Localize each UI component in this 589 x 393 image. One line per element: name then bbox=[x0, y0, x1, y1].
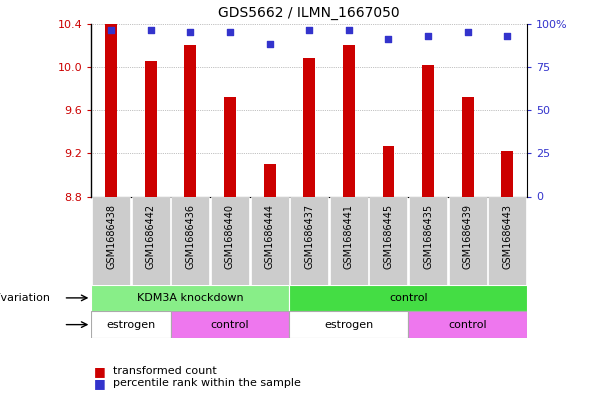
Text: percentile rank within the sample: percentile rank within the sample bbox=[113, 378, 301, 388]
Text: GSM1686438: GSM1686438 bbox=[106, 204, 116, 268]
Bar bbox=[105, 24, 117, 196]
FancyBboxPatch shape bbox=[449, 196, 487, 285]
Text: GSM1686441: GSM1686441 bbox=[344, 204, 354, 268]
FancyBboxPatch shape bbox=[132, 196, 170, 285]
Bar bbox=[462, 97, 474, 196]
FancyBboxPatch shape bbox=[250, 196, 289, 285]
Text: GSM1686439: GSM1686439 bbox=[463, 204, 473, 268]
Point bbox=[384, 36, 393, 42]
Text: control: control bbox=[211, 320, 249, 330]
Text: control: control bbox=[389, 293, 428, 303]
Text: ■: ■ bbox=[94, 376, 106, 390]
FancyBboxPatch shape bbox=[289, 285, 527, 311]
Point bbox=[107, 28, 116, 34]
Point bbox=[305, 28, 314, 34]
Text: GSM1686445: GSM1686445 bbox=[383, 204, 393, 269]
FancyBboxPatch shape bbox=[91, 311, 171, 338]
Text: GSM1686436: GSM1686436 bbox=[186, 204, 196, 268]
Point bbox=[463, 29, 472, 35]
Point bbox=[502, 33, 512, 39]
Text: GSM1686444: GSM1686444 bbox=[264, 204, 274, 268]
Text: estrogen: estrogen bbox=[106, 320, 155, 330]
Text: GSM1686437: GSM1686437 bbox=[305, 204, 314, 269]
Text: GSM1686443: GSM1686443 bbox=[502, 204, 512, 268]
FancyBboxPatch shape bbox=[408, 311, 527, 338]
Point bbox=[423, 33, 433, 39]
Point bbox=[186, 29, 195, 35]
FancyBboxPatch shape bbox=[171, 311, 289, 338]
Text: genotype/variation: genotype/variation bbox=[0, 293, 51, 303]
Text: GSM1686442: GSM1686442 bbox=[145, 204, 155, 269]
FancyBboxPatch shape bbox=[488, 196, 527, 285]
Point bbox=[146, 28, 155, 34]
FancyBboxPatch shape bbox=[171, 196, 209, 285]
Bar bbox=[224, 97, 236, 196]
FancyBboxPatch shape bbox=[369, 196, 408, 285]
FancyBboxPatch shape bbox=[330, 196, 368, 285]
Text: GSM1686435: GSM1686435 bbox=[423, 204, 433, 269]
Text: transformed count: transformed count bbox=[113, 366, 217, 376]
Point bbox=[225, 29, 234, 35]
Bar bbox=[145, 61, 157, 196]
FancyBboxPatch shape bbox=[91, 285, 289, 311]
Text: estrogen: estrogen bbox=[324, 320, 373, 330]
Bar bbox=[264, 164, 276, 196]
Bar bbox=[343, 45, 355, 196]
Bar bbox=[501, 151, 513, 196]
Title: GDS5662 / ILMN_1667050: GDS5662 / ILMN_1667050 bbox=[219, 6, 400, 20]
Bar bbox=[382, 146, 395, 196]
FancyBboxPatch shape bbox=[409, 196, 447, 285]
FancyBboxPatch shape bbox=[92, 196, 130, 285]
Text: ■: ■ bbox=[94, 365, 106, 378]
Text: GSM1686440: GSM1686440 bbox=[225, 204, 235, 268]
Bar bbox=[184, 45, 196, 196]
FancyBboxPatch shape bbox=[211, 196, 249, 285]
Text: KDM3A knockdown: KDM3A knockdown bbox=[137, 293, 244, 303]
Bar bbox=[422, 65, 434, 196]
Text: control: control bbox=[448, 320, 487, 330]
FancyBboxPatch shape bbox=[289, 311, 408, 338]
Bar bbox=[303, 58, 315, 196]
Point bbox=[265, 41, 274, 48]
FancyBboxPatch shape bbox=[290, 196, 328, 285]
Point bbox=[344, 28, 353, 34]
